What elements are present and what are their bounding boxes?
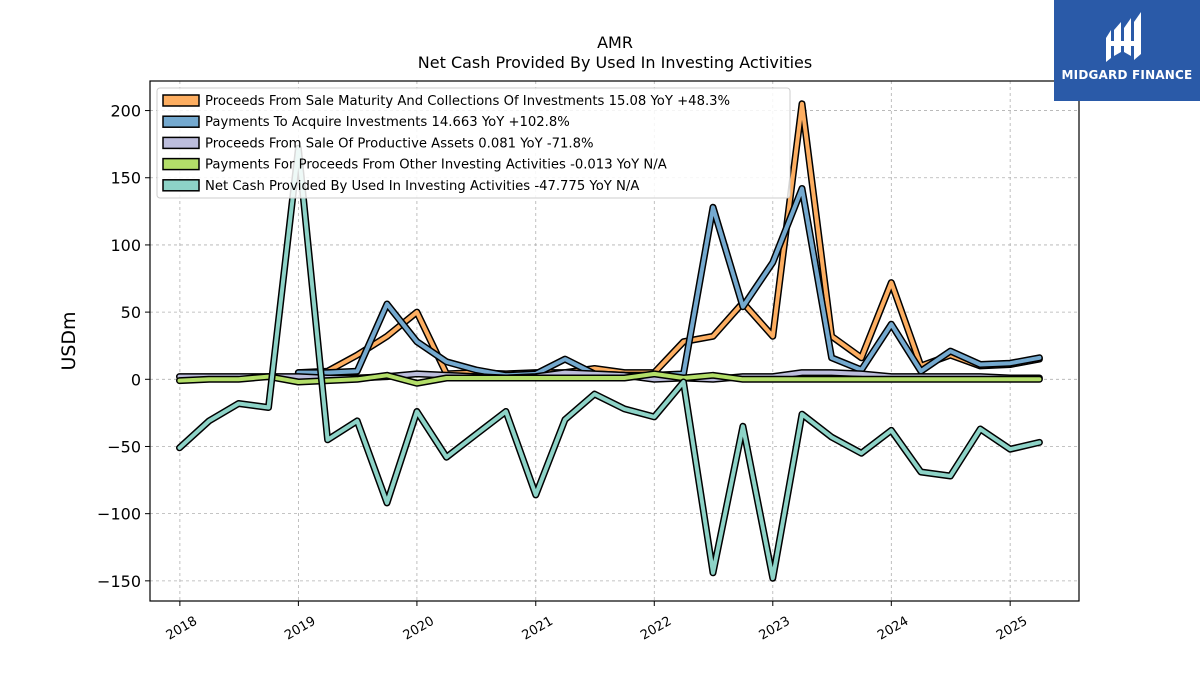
- chart-subtitle: Net Cash Provided By Used In Investing A…: [418, 53, 812, 72]
- legend-swatch: [162, 136, 200, 150]
- series-line-stroke: [296, 186, 1042, 378]
- series-line: [294, 185, 1043, 379]
- plot-area: [176, 100, 1043, 582]
- brand-logo: MIDGARD FINANCE: [1054, 0, 1200, 101]
- y-tick-label: −150: [97, 572, 141, 591]
- legend-entry-label: Payments For Proceeds From Other Investi…: [205, 158, 667, 173]
- x-tick-label: 2025: [994, 614, 1030, 644]
- x-tick-label: 2020: [401, 614, 437, 644]
- series-line: [294, 100, 1043, 378]
- legend-swatch: [162, 94, 200, 107]
- x-tick-label: 2024: [875, 614, 911, 644]
- y-tick-label: 0: [131, 370, 141, 389]
- legend-entry-label: Proceeds From Sale Maturity And Collecti…: [205, 94, 730, 109]
- legend-entry-label: Net Cash Provided By Used In Investing A…: [205, 179, 639, 194]
- x-tick-label: 2018: [164, 614, 200, 644]
- y-tick-label: 100: [110, 236, 141, 255]
- series-line-stroke: [177, 146, 1042, 581]
- legend-swatch: [162, 115, 200, 128]
- legend-entry-label: Proceeds From Sale Of Productive Assets …: [205, 136, 594, 151]
- series-line-stroke: [296, 101, 1042, 376]
- series-line-outline: [294, 185, 1043, 379]
- chart-title: AMR: [597, 33, 633, 52]
- legend-entry-label: Payments To Acquire Investments 14.663 Y…: [205, 115, 570, 130]
- x-tick-label: 2023: [757, 614, 793, 644]
- series-line: [176, 144, 1043, 582]
- x-tick-label: 2021: [520, 614, 556, 644]
- logo-text: MIDGARD FINANCE: [1061, 68, 1193, 82]
- y-tick-label: 150: [110, 169, 141, 188]
- legend-box: [156, 87, 791, 199]
- y-tick-label: 50: [121, 303, 141, 322]
- legend-swatch: [162, 179, 200, 192]
- legend: Proceeds From Sale Maturity And Collecti…: [156, 87, 791, 199]
- y-tick-label: −100: [97, 505, 141, 524]
- y-axis-label: USDm: [58, 311, 80, 370]
- axes-frame: [149, 80, 1080, 602]
- x-tick-label: 2022: [638, 614, 674, 644]
- x-tick-label: 2019: [282, 614, 318, 644]
- y-tick-label: −50: [107, 437, 141, 456]
- logo-mark-icon: [1106, 12, 1141, 62]
- legend-swatch: [162, 157, 200, 171]
- y-tick-label: 200: [110, 102, 141, 121]
